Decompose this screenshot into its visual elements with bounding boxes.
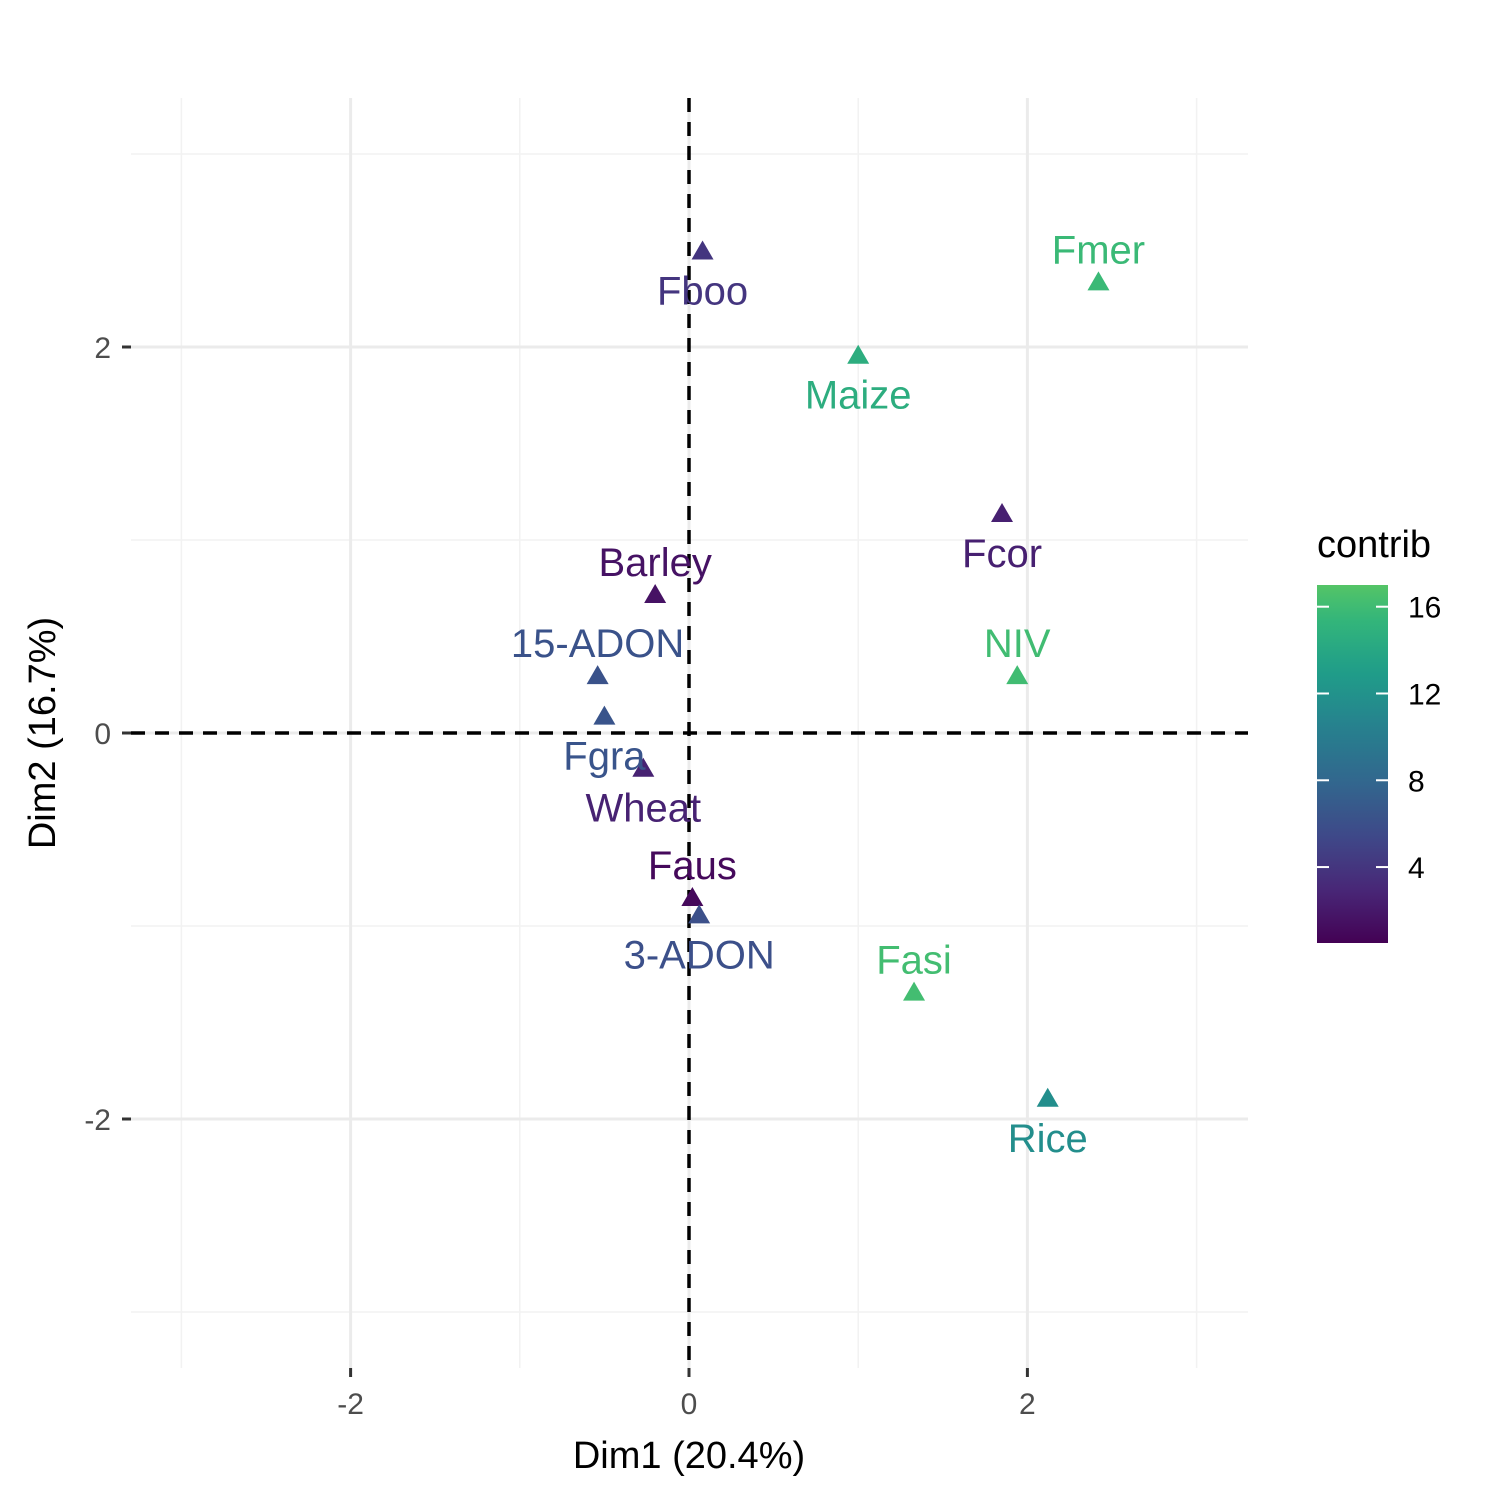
point-marker <box>1036 1087 1059 1107</box>
point-label: Fmer <box>1052 228 1145 272</box>
x-tick-label: 2 <box>1019 1388 1036 1421</box>
y-tick-label: 0 <box>94 718 111 751</box>
point-marker <box>644 584 667 604</box>
point-marker <box>847 344 870 364</box>
legend-ticks: 4 8 12 16 <box>1317 592 1441 885</box>
y-axis-title: Dim2 (16.7%) <box>22 617 64 849</box>
legend-colorbar <box>1317 585 1388 943</box>
legend-tick-label: 4 <box>1408 852 1425 885</box>
point-marker <box>903 981 926 1001</box>
point-label: Fboo <box>657 270 748 314</box>
point-label: Faus <box>648 844 737 888</box>
point-label: Fgra <box>563 735 646 779</box>
point-label: Wheat <box>586 787 702 831</box>
x-tick-label: 0 <box>681 1388 698 1421</box>
point-marker <box>593 705 616 725</box>
legend-tick-label: 16 <box>1408 592 1441 625</box>
point-marker <box>586 665 609 685</box>
point-label: Barley <box>598 541 711 585</box>
point-marker <box>991 502 1014 522</box>
reference-lines <box>131 98 1248 1368</box>
legend-title: contrib <box>1317 524 1431 566</box>
point-markers <box>586 240 1110 1107</box>
point-label: 15-ADON <box>511 622 684 666</box>
point-marker <box>691 240 714 260</box>
point-label: NIV <box>984 622 1051 666</box>
y-tick-label: -2 <box>84 1104 111 1137</box>
legend-tick-label: 12 <box>1408 678 1441 711</box>
point-label: Maize <box>805 374 912 418</box>
point-marker <box>688 904 711 924</box>
legend-tick-label: 8 <box>1408 765 1425 798</box>
point-label: Fasi <box>876 939 952 983</box>
x-tick-label: -2 <box>337 1388 364 1421</box>
legend: contrib 4 8 12 16 <box>1317 524 1441 943</box>
point-marker <box>681 887 704 907</box>
point-labels: Fboo Fmer Maize Fcor Barley NIV 15-ADON Fgra Whe… <box>511 228 1145 1160</box>
axis-ticks: -2 0 2 -2 0 2 <box>84 332 1035 1421</box>
point-label: 3-ADON <box>624 933 775 977</box>
point-marker <box>1006 665 1029 685</box>
point-label: Fcor <box>962 532 1042 576</box>
point-marker <box>632 757 655 777</box>
y-tick-label: 2 <box>94 332 111 365</box>
point-marker <box>1087 271 1110 291</box>
x-axis-title: Dim1 (20.4%) <box>573 1435 805 1477</box>
point-label: Rice <box>1008 1117 1088 1161</box>
